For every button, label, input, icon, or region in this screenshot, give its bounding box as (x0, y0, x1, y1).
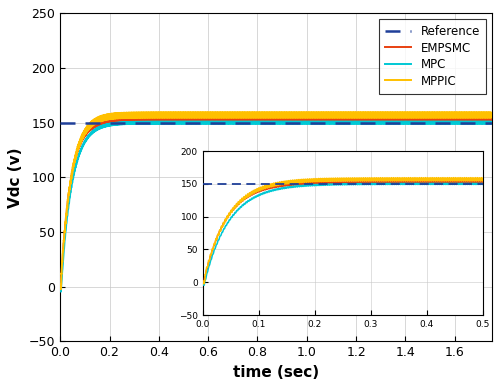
MPPIC (152, 114, 158, 119)
EMPSMC (444, 116, 450, 121)
EMPSMC (130, 118, 136, 123)
MPC (217, 120, 223, 124)
MPC (130, 122, 136, 126)
X-axis label: time (sec): time (sec) (233, 365, 319, 380)
MPC (152, 121, 158, 126)
EMPSMC (57, 282, 63, 287)
EMPSMC (152, 118, 158, 122)
Line: MPC: MPC (60, 121, 492, 292)
Line: MPPIC: MPPIC (60, 112, 492, 289)
MPPIC (158, 114, 164, 118)
EMPSMC (486, 120, 492, 124)
MPPIC (130, 115, 136, 120)
MPC (486, 120, 492, 125)
EMPSMC (217, 117, 223, 121)
MPC (488, 120, 494, 125)
Line: EMPSMC: EMPSMC (60, 119, 492, 288)
MPPIC (58, 287, 64, 292)
MPPIC (486, 114, 492, 119)
MPPIC (252, 115, 258, 120)
Y-axis label: Vdc (v): Vdc (v) (8, 147, 24, 208)
MPPIC (476, 110, 482, 114)
EMPSMC (158, 118, 164, 122)
MPC (57, 284, 63, 289)
MPPIC (57, 282, 63, 287)
Legend: Reference, EMPSMC, MPC, MPPIC: Reference, EMPSMC, MPC, MPPIC (379, 19, 486, 94)
MPC (158, 121, 164, 126)
MPC (252, 121, 258, 126)
MPC (474, 119, 480, 124)
EMPSMC (488, 116, 494, 121)
MPC (58, 289, 64, 294)
MPPIC (488, 111, 494, 115)
MPPIC (217, 110, 223, 114)
EMPSMC (58, 286, 64, 291)
EMPSMC (252, 119, 258, 123)
